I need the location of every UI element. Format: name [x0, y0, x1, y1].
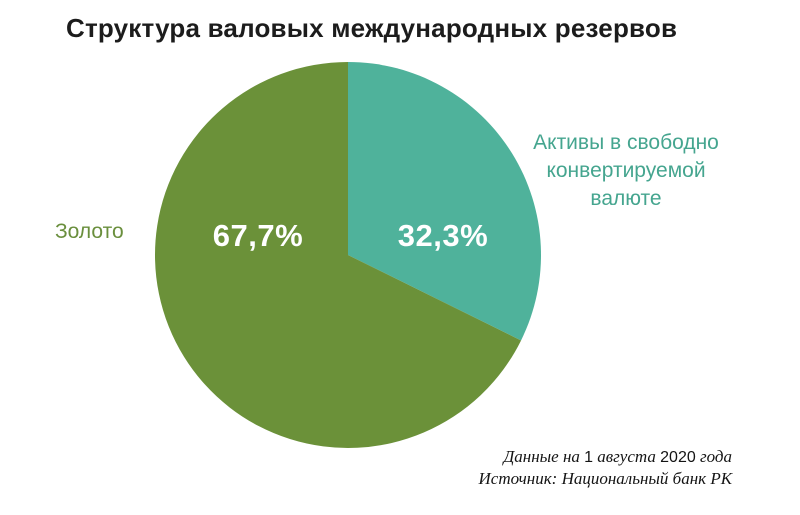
- footnote-date-year: 2020: [660, 449, 696, 466]
- slice-label-fx: Активы в свободно конвертируемой валюте: [533, 129, 719, 213]
- footnote-source-line: Источник: Национальный банк РК: [478, 469, 732, 488]
- slice-label-fx-line2: конвертируемой: [546, 159, 706, 182]
- slice-label-fx-line3: валюте: [590, 187, 662, 210]
- slice-value-fx: 32,3%: [397, 218, 489, 253]
- pie-slices: [154, 62, 541, 448]
- footnote-date-text2: августа: [593, 447, 661, 466]
- slice-label-fx-line1: Активы в свободно: [533, 131, 719, 154]
- footnote-date-line: Данные на 1 августа 2020 года: [479, 446, 732, 468]
- chart-title: Структура валовых международных резервов: [66, 13, 678, 43]
- slice-value-gold: 67,7%: [212, 218, 304, 253]
- footnote-date-day: 1: [584, 449, 594, 466]
- chart-footnote: Данные на 1 августа 2020 года Источник: …: [479, 446, 732, 489]
- slice-label-gold: Золото: [55, 220, 124, 243]
- pie-chart: [154, 62, 541, 448]
- pie-slice: [154, 62, 522, 448]
- pie-slice: [348, 62, 541, 341]
- footnote-date-text1: Данные на: [503, 447, 585, 466]
- footnote-date-text3: года: [695, 447, 732, 466]
